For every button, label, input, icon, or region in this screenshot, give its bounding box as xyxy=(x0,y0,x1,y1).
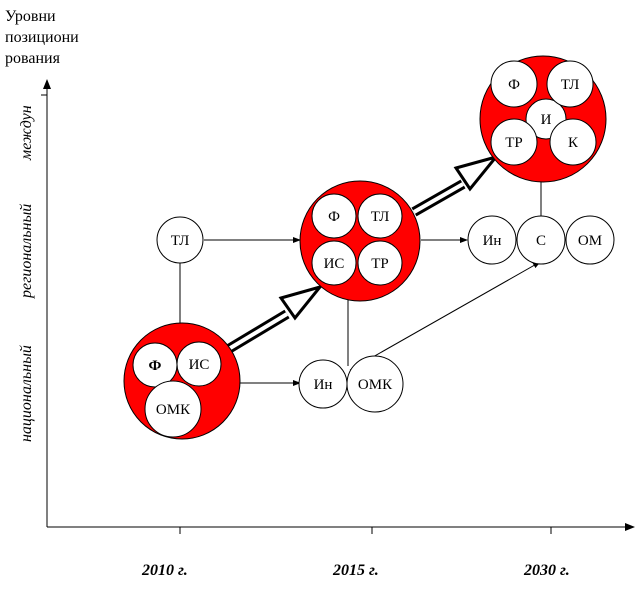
level-international: междун xyxy=(18,105,35,161)
node-in-2015-label: Ин xyxy=(314,377,333,393)
node-tl-2030-label: ТЛ xyxy=(561,77,580,93)
link-omk2015-s2030 xyxy=(349,261,541,371)
cluster-2030: И Ф ТЛ ТР К xyxy=(479,55,607,183)
node-tl-2015-label: ТЛ xyxy=(371,209,390,225)
node-is-2015 xyxy=(311,240,357,286)
node-om-2030 xyxy=(565,215,615,265)
node-tl-2010 xyxy=(156,216,204,264)
node-omk-2015 xyxy=(346,355,404,413)
node-tl-2010-label: ТЛ xyxy=(171,233,190,249)
cluster-2010: Ф ИС ОМК xyxy=(123,322,241,440)
growth-arrow-2015-2030 xyxy=(411,154,501,217)
node-is-2015-label: ИС xyxy=(324,256,345,272)
node-omk-2015-label: ОМК xyxy=(358,377,393,393)
node-f-2010-label: Ф xyxy=(149,358,162,374)
node-is-2010 xyxy=(176,341,222,387)
level-regional: региональный xyxy=(18,204,35,299)
node-s-2030 xyxy=(516,215,566,265)
level-national: национальный xyxy=(18,345,35,442)
node-f-2015 xyxy=(311,193,357,239)
node-tr-2015-label: ТР xyxy=(371,256,389,272)
node-f-2030-label: Ф xyxy=(508,77,520,93)
node-in-2030-label: Ин xyxy=(483,233,502,249)
node-i-2030-label: И xyxy=(541,112,552,128)
node-omk-2010-label: ОМК xyxy=(156,402,191,418)
node-in-2030 xyxy=(467,215,517,265)
node-is-2010-label: ИС xyxy=(189,357,210,373)
node-k-2030 xyxy=(549,118,597,166)
y-axis-title-line3: рования xyxy=(5,50,61,67)
node-omk-2010 xyxy=(144,380,202,438)
node-k-2030-label: К xyxy=(568,135,579,151)
node-tl-2015 xyxy=(357,193,403,239)
node-f-2015-label: Ф xyxy=(328,209,340,225)
node-f-2030 xyxy=(490,60,538,108)
year-2030: 2030 г. xyxy=(523,562,570,579)
growth-arrow-2010-2015 xyxy=(224,284,325,355)
node-tr-2015 xyxy=(357,240,403,286)
node-tr-2030 xyxy=(490,118,538,166)
cluster-2015: Ф ТЛ ИС ТР xyxy=(299,180,421,302)
year-2015: 2015 г. xyxy=(332,562,379,579)
node-om-2030-label: ОМ xyxy=(578,233,602,249)
year-2010: 2010 г. xyxy=(141,562,188,579)
y-axis-title-line2: позициони xyxy=(5,29,79,46)
node-s-2030-label: С xyxy=(536,233,546,249)
node-tl-2030 xyxy=(546,60,594,108)
y-axis-title-line1: Уровни xyxy=(5,8,56,25)
node-tr-2030-label: ТР xyxy=(505,135,523,151)
